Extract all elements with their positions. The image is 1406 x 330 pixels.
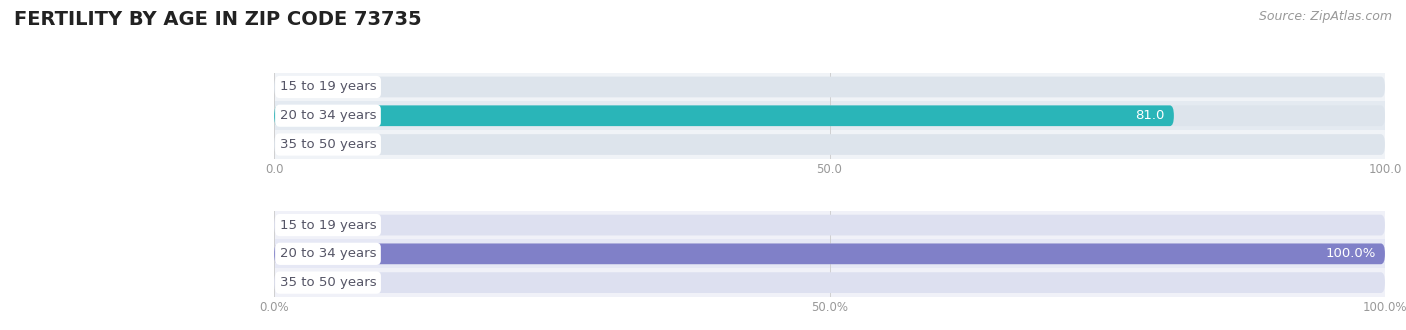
Text: FERTILITY BY AGE IN ZIP CODE 73735: FERTILITY BY AGE IN ZIP CODE 73735 — [14, 10, 422, 29]
FancyBboxPatch shape — [274, 215, 1385, 235]
Text: 15 to 19 years: 15 to 19 years — [280, 81, 377, 93]
Text: 81.0: 81.0 — [1136, 109, 1166, 122]
Text: 35 to 50 years: 35 to 50 years — [280, 276, 377, 289]
FancyBboxPatch shape — [274, 244, 1385, 264]
Text: Source: ZipAtlas.com: Source: ZipAtlas.com — [1258, 10, 1392, 23]
Text: 0.0: 0.0 — [287, 138, 308, 151]
FancyBboxPatch shape — [274, 134, 1385, 155]
FancyBboxPatch shape — [274, 268, 1385, 297]
Text: 15 to 19 years: 15 to 19 years — [280, 218, 377, 232]
FancyBboxPatch shape — [274, 105, 1174, 126]
FancyBboxPatch shape — [274, 211, 1385, 240]
FancyBboxPatch shape — [274, 77, 1385, 97]
FancyBboxPatch shape — [274, 240, 1385, 268]
FancyBboxPatch shape — [274, 272, 1385, 293]
FancyBboxPatch shape — [274, 73, 1385, 101]
Text: 100.0%: 100.0% — [1326, 248, 1376, 260]
FancyBboxPatch shape — [274, 101, 1385, 130]
Text: 0.0: 0.0 — [287, 81, 308, 93]
Text: 20 to 34 years: 20 to 34 years — [280, 109, 377, 122]
Text: 0.0%: 0.0% — [287, 218, 321, 232]
Text: 20 to 34 years: 20 to 34 years — [280, 248, 377, 260]
FancyBboxPatch shape — [274, 130, 1385, 159]
FancyBboxPatch shape — [274, 105, 1385, 126]
Text: 0.0%: 0.0% — [287, 276, 321, 289]
FancyBboxPatch shape — [274, 244, 1385, 264]
Text: 35 to 50 years: 35 to 50 years — [280, 138, 377, 151]
